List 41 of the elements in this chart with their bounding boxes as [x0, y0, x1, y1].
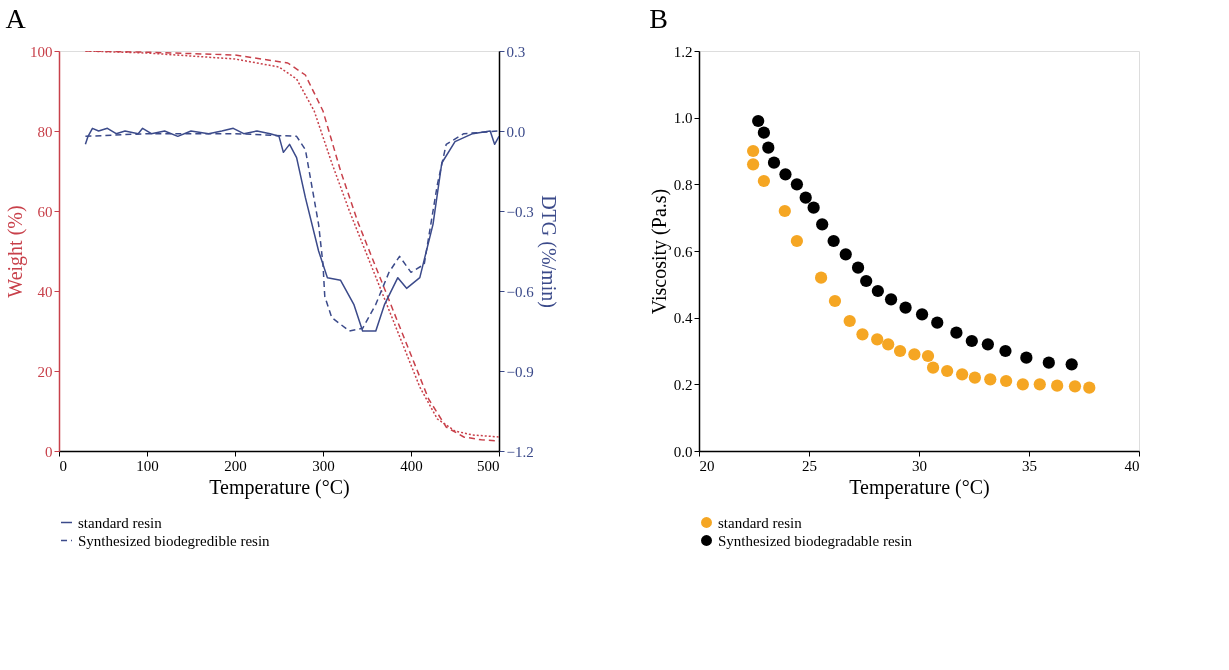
x-tick-label: 20 — [699, 457, 715, 474]
x-tick-label: 300 — [312, 457, 335, 474]
y-axis-title: Viscosity (Pa.s) — [647, 188, 671, 315]
y2-tick-label: 0.3 — [506, 43, 526, 60]
y-tick-label: 0.6 — [673, 243, 693, 260]
x-tick-label: 100 — [136, 457, 159, 474]
x-tick-label: 35 — [1022, 457, 1037, 474]
x-tick-label: 500 — [477, 457, 500, 474]
chart-title: B — [649, 3, 668, 34]
x-tick-label: 25 — [802, 457, 817, 474]
legend-label: Synthesized biodegradable resin — [718, 532, 913, 549]
y2-tick-label: −1.2 — [506, 443, 534, 460]
x-tick-label: 0 — [59, 457, 67, 474]
x-axis-title: Temperature (°C) — [849, 475, 990, 499]
y-tick-label: 0.0 — [673, 443, 693, 460]
y-axis-title: Weight (%) — [4, 205, 27, 298]
y2-tick-label: −0.6 — [506, 283, 535, 300]
x-tick-label: 200 — [224, 457, 247, 474]
x-tick-label: 400 — [400, 457, 423, 474]
chart-title: A — [5, 3, 27, 34]
legend-label: Synthesized biodegredible resin — [78, 532, 271, 549]
y2-axis-title: DTG (%/min) — [536, 195, 560, 308]
y2-tick-label: 0.0 — [506, 123, 526, 140]
y-tick-label: 0.2 — [673, 376, 693, 393]
x-tick-label: 40 — [1124, 457, 1140, 474]
y-tick-label: 1.0 — [673, 110, 693, 127]
legend-label: standard resin — [718, 514, 803, 531]
y2-tick-label: −0.3 — [506, 203, 534, 220]
y-tick-label: 40 — [37, 283, 53, 300]
x-axis-title: Temperature (°C) — [209, 475, 350, 499]
legend-label: standard resin — [78, 514, 163, 531]
y-tick-label: 1.2 — [673, 43, 693, 60]
y-tick-label: 0.8 — [673, 176, 693, 193]
y-tick-label: 60 — [37, 203, 53, 220]
y-tick-label: 0.4 — [673, 310, 693, 327]
y-tick-label: 20 — [37, 363, 53, 380]
y-tick-label: 100 — [30, 43, 53, 60]
y2-tick-label: −0.9 — [506, 363, 534, 380]
y-tick-label: 0 — [45, 443, 53, 460]
x-tick-label: 30 — [912, 457, 927, 474]
y-tick-label: 80 — [37, 123, 53, 140]
